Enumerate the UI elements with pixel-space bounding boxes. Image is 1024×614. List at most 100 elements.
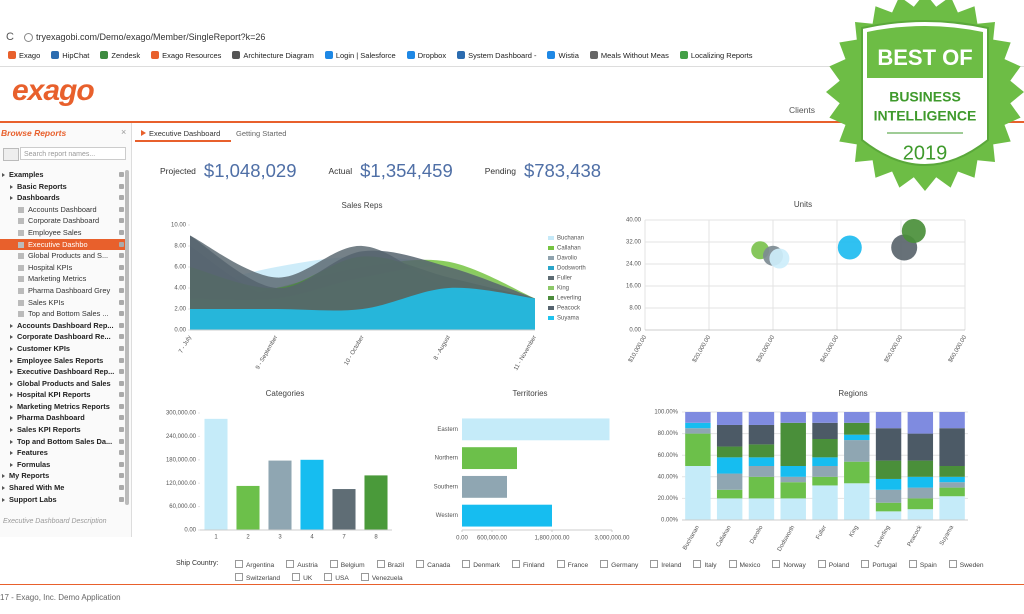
filter-option[interactable]: USA <box>324 573 349 582</box>
option-label[interactable]: Switzerland <box>246 575 281 582</box>
checkbox[interactable] <box>772 560 781 568</box>
bookmark-label[interactable]: Localizing Reports <box>690 51 753 60</box>
expander[interactable] <box>10 404 13 409</box>
checkbox[interactable] <box>416 560 425 568</box>
checkbox[interactable] <box>235 573 243 581</box>
tree-label[interactable]: Support Labs <box>9 494 57 504</box>
expander[interactable] <box>2 486 5 491</box>
bookmark[interactable]: Login | Salesforce <box>324 51 396 60</box>
checkbox[interactable] <box>292 573 301 581</box>
checkbox[interactable] <box>650 560 659 568</box>
reload-button[interactable]: C <box>6 31 14 43</box>
tree-label[interactable]: Hospital KPI Reports <box>17 390 91 400</box>
expander[interactable] <box>10 335 13 340</box>
tree-folder[interactable]: Global Products and Sales <box>0 378 128 390</box>
filter-option[interactable]: Finland <box>511 560 545 569</box>
tree-label[interactable]: Marketing Metrics Reports <box>17 401 110 411</box>
bookmark[interactable]: Exago Resources <box>151 51 221 60</box>
tree-folder[interactable]: Corporate Dashboard Re... <box>0 331 128 343</box>
filter-option[interactable]: Argentina <box>235 560 274 569</box>
tree-report[interactable]: Top and Bottom Sales ... <box>0 308 128 320</box>
checkbox[interactable] <box>511 560 520 568</box>
option-label[interactable]: Venezuela <box>371 575 403 582</box>
option-label[interactable]: Brazil <box>387 562 405 569</box>
close-sidebar[interactable]: × <box>121 127 127 137</box>
option-label[interactable]: Belgium <box>340 562 365 569</box>
option-label[interactable]: Germany <box>611 562 639 569</box>
tree-label[interactable]: Top and Bottom Sales Da... <box>17 436 113 446</box>
option-label[interactable]: UK <box>303 575 313 582</box>
expander[interactable] <box>10 346 13 351</box>
bookmark[interactable]: Meals Without Meas <box>589 51 669 60</box>
tree-label[interactable]: Employee Sales Reports <box>17 355 104 365</box>
option-label[interactable]: Austria <box>297 562 318 569</box>
filter-option[interactable]: Spain <box>908 560 937 569</box>
bookmark-label[interactable]: Architecture Diagram <box>243 51 314 60</box>
bookmark[interactable]: System Dashboard - <box>457 51 536 60</box>
tree-label[interactable]: Executive Dashbo <box>28 239 88 249</box>
filter-option[interactable]: Austria <box>286 560 318 569</box>
tree-label[interactable]: Hospital KPIs <box>28 262 73 272</box>
tree-report[interactable]: Sales KPIs <box>0 297 128 309</box>
tree-report[interactable]: Hospital KPIs <box>0 262 128 274</box>
filter-option[interactable]: Belgium <box>329 560 365 569</box>
expander[interactable] <box>10 381 13 386</box>
tree-report[interactable]: Pharma Dashboard Grey <box>0 285 128 297</box>
filter-option[interactable]: Sweden <box>948 560 984 569</box>
filter-option[interactable]: Portugal <box>861 560 897 569</box>
tree-label[interactable]: Sales KPIs <box>28 297 65 307</box>
checkbox[interactable] <box>556 560 565 568</box>
tab-label[interactable]: Executive Dashboard <box>149 129 221 138</box>
option-label[interactable]: Ireland <box>661 562 682 569</box>
filter-option[interactable]: Germany <box>600 560 638 569</box>
checkbox[interactable] <box>861 560 870 568</box>
option-label[interactable]: Finland <box>522 562 545 569</box>
bookmark[interactable]: Localizing Reports <box>679 51 753 60</box>
tree-label[interactable]: Pharma Dashboard <box>17 413 85 423</box>
filter-option[interactable]: Canada <box>416 560 450 569</box>
tree-folder[interactable]: Features <box>0 447 128 459</box>
expander[interactable] <box>10 196 13 201</box>
option-label[interactable]: USA <box>335 575 349 582</box>
tree-folder[interactable]: Dashboards <box>0 192 128 204</box>
tree-report[interactable]: Corporate Dashboard <box>0 215 128 227</box>
tree-folder[interactable]: Formulas <box>0 459 128 471</box>
tree-folder[interactable]: Accounts Dashboard Rep... <box>0 320 128 332</box>
checkbox[interactable] <box>360 573 369 581</box>
tree-label[interactable]: Features <box>17 448 48 458</box>
tree-label[interactable]: Top and Bottom Sales ... <box>28 309 109 319</box>
option-label[interactable]: Poland <box>828 562 850 569</box>
checkbox[interactable] <box>324 573 333 581</box>
scrollbar[interactable] <box>125 170 129 505</box>
bookmark[interactable]: Exago <box>8 51 40 60</box>
tree-label[interactable]: Pharma Dashboard Grey <box>28 285 111 295</box>
filter-option[interactable]: Switzerland <box>235 573 280 582</box>
checkbox[interactable] <box>817 560 826 568</box>
tree-folder[interactable]: Hospital KPI Reports <box>0 389 128 401</box>
bookmark-label[interactable]: Zendesk <box>111 51 141 60</box>
filter-option[interactable]: UK <box>292 573 312 582</box>
tree-label[interactable]: Global Products and S... <box>28 251 109 261</box>
bookmark-label[interactable]: HipChat <box>62 51 90 60</box>
bookmark[interactable]: Dropbox <box>406 51 446 60</box>
filter-option[interactable]: Norway <box>772 560 806 569</box>
tree-label[interactable]: Corporate Dashboard Re... <box>17 332 111 342</box>
option-label[interactable]: Italy <box>704 562 717 569</box>
option-label[interactable]: Argentina <box>246 562 275 569</box>
tree-label[interactable]: My Reports <box>9 471 50 481</box>
option-label[interactable]: Canada <box>427 562 451 569</box>
filter-option[interactable]: Italy <box>693 560 717 569</box>
bookmark-label[interactable]: System Dashboard - <box>468 51 537 60</box>
option-label[interactable]: Portugal <box>872 562 897 569</box>
tree-label[interactable]: Global Products and Sales <box>17 378 111 388</box>
bookmark[interactable]: Wistia <box>547 51 579 60</box>
checkbox[interactable] <box>600 560 609 568</box>
tree-folder[interactable]: Top and Bottom Sales Da... <box>0 436 128 448</box>
tree-folder[interactable]: Basic Reports <box>0 181 128 193</box>
tree-report[interactable]: Marketing Metrics <box>0 273 128 285</box>
option-label[interactable]: Mexico <box>739 562 761 569</box>
option-label[interactable]: Sweden <box>959 562 984 569</box>
bookmark[interactable]: HipChat <box>51 51 89 60</box>
tree-report[interactable]: Accounts Dashboard <box>0 204 128 216</box>
checkbox[interactable] <box>693 560 702 568</box>
